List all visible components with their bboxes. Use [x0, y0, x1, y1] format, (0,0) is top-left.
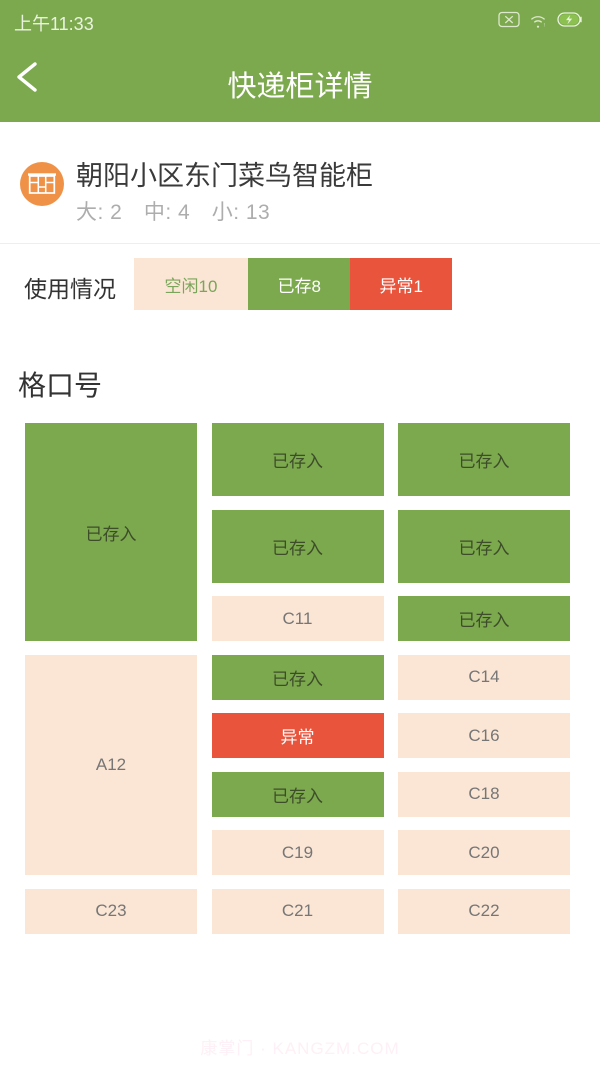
svg-text:!: !: [544, 23, 545, 28]
